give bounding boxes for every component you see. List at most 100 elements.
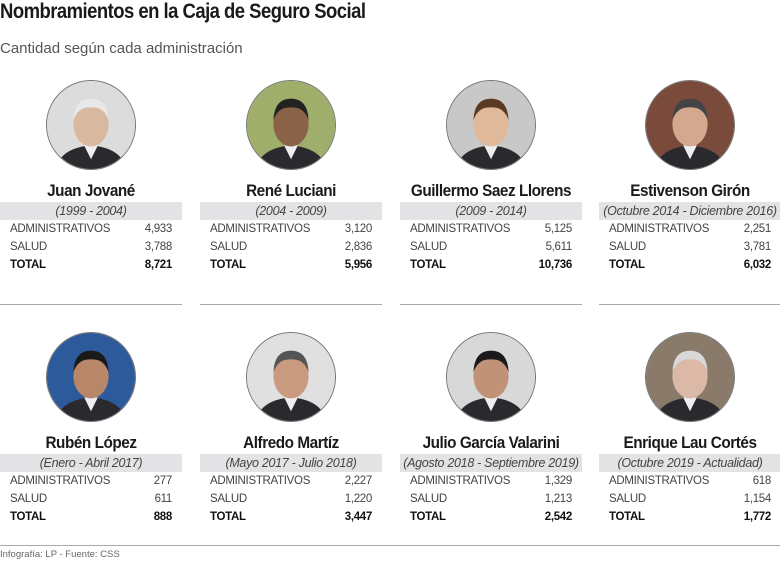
administrator-name: Rubén López [45, 433, 137, 452]
administration-card: Estivenson Girón (Octubre 2014 - Diciemb… [599, 80, 780, 310]
row-label: SALUD [210, 241, 247, 253]
portrait-photo [645, 332, 735, 422]
row-total: TOTAL 6,032 [609, 259, 771, 271]
row-label: ADMINISTRATIVOS [410, 223, 511, 235]
row-label: ADMINISTRATIVOS [210, 223, 311, 235]
row-label: SALUD [609, 493, 646, 505]
administration-card: René Luciani (2004 - 2009) ADMINISTRATIV… [200, 80, 382, 310]
row-value: 4,933 [144, 223, 173, 235]
portrait-photo [446, 332, 536, 422]
row-total: TOTAL 3,447 [210, 511, 372, 523]
administration-period: (Octubre 2014 - Diciembre 2016) [599, 202, 780, 220]
row-salud: SALUD 1,154 [609, 493, 771, 505]
row-administrativos: ADMINISTRATIVOS 618 [609, 475, 771, 487]
administration-card: Julio García Valarini (Agosto 2018 - Sep… [400, 332, 582, 562]
administration-period: (2004 - 2009) [200, 202, 382, 220]
row-label: ADMINISTRATIVOS [210, 475, 311, 487]
row-value: 1,154 [743, 493, 772, 505]
administrator-name: Estivenson Girón [630, 181, 750, 200]
row-label: SALUD [10, 493, 47, 505]
row-label: TOTAL [609, 511, 645, 523]
row-administrativos: ADMINISTRATIVOS 277 [10, 475, 172, 487]
administration-period: (Agosto 2018 - Septiembre 2019) [400, 454, 582, 472]
row-value: 1,213 [544, 493, 573, 505]
row-value: 2,251 [743, 223, 772, 235]
row-value: 3,120 [344, 223, 373, 235]
section-divider [200, 304, 382, 305]
administration-card: Guillermo Saez Llorens (2009 - 2014) ADM… [400, 80, 582, 310]
administration-period: (1999 - 2004) [0, 202, 182, 220]
row-label: TOTAL [410, 511, 446, 523]
row-value: 888 [153, 511, 173, 523]
administrator-name: René Luciani [246, 181, 336, 200]
row-value: 6,032 [743, 259, 772, 271]
row-salud: SALUD 1,220 [210, 493, 372, 505]
row-label: SALUD [410, 493, 447, 505]
row-value: 8,721 [144, 259, 173, 271]
footer-credit: Infografía: LP - Fuente: CSS [0, 549, 120, 560]
administrator-name: Juan Jované [47, 181, 135, 200]
row-label: SALUD [410, 241, 447, 253]
row-total: TOTAL 2,542 [410, 511, 572, 523]
portrait-photo [46, 332, 136, 422]
row-salud: SALUD 611 [10, 493, 172, 505]
administrator-name: Guillermo Saez Llorens [410, 181, 572, 200]
row-value: 5,956 [344, 259, 373, 271]
row-label: ADMINISTRATIVOS [10, 223, 111, 235]
row-administrativos: ADMINISTRATIVOS 2,251 [609, 223, 771, 235]
row-administrativos: ADMINISTRATIVOS 5,125 [410, 223, 572, 235]
administration-card: Alfredo Martíz (Mayo 2017 - Julio 2018) … [200, 332, 382, 562]
administration-card: Rubén López (Enero - Abril 2017) ADMINIS… [0, 332, 182, 562]
row-label: ADMINISTRATIVOS [10, 475, 111, 487]
administrator-name: Enrique Lau Cortés [623, 433, 757, 452]
page-title: Nombramientos en la Caja de Seguro Socia… [0, 0, 366, 23]
administration-card: Juan Jované (1999 - 2004) ADMINISTRATIVO… [0, 80, 182, 310]
row-value: 277 [153, 475, 173, 487]
row-administrativos: ADMINISTRATIVOS 4,933 [10, 223, 172, 235]
row-administrativos: ADMINISTRATIVOS 1,329 [410, 475, 572, 487]
row-value: 5,611 [545, 241, 573, 253]
row-value: 1,220 [344, 493, 373, 505]
footer-divider [0, 545, 780, 546]
administration-period: (Octubre 2019 - Actualidad) [599, 454, 780, 472]
administrator-name: Alfredo Martíz [243, 433, 339, 452]
row-label: ADMINISTRATIVOS [410, 475, 511, 487]
row-value: 618 [752, 475, 772, 487]
portrait-photo [446, 80, 536, 170]
row-value: 2,836 [344, 241, 373, 253]
row-value: 1,329 [544, 475, 573, 487]
row-label: TOTAL [410, 259, 446, 271]
row-label: SALUD [10, 241, 47, 253]
section-divider [400, 304, 582, 305]
row-total: TOTAL 8,721 [10, 259, 172, 271]
portrait-photo [46, 80, 136, 170]
row-label: TOTAL [210, 511, 246, 523]
row-salud: SALUD 2,836 [210, 241, 372, 253]
row-salud: SALUD 1,213 [410, 493, 572, 505]
row-salud: SALUD 3,781 [609, 241, 771, 253]
row-salud: SALUD 3,788 [10, 241, 172, 253]
row-label: SALUD [210, 493, 247, 505]
row-administrativos: ADMINISTRATIVOS 2,227 [210, 475, 372, 487]
row-value: 3,781 [743, 241, 772, 253]
row-value: 611 [154, 493, 173, 505]
row-value: 3,447 [344, 511, 373, 523]
section-divider [599, 304, 780, 305]
administration-period: (2009 - 2014) [400, 202, 582, 220]
row-label: SALUD [609, 241, 646, 253]
row-value: 10,736 [538, 259, 573, 271]
administration-period: (Enero - Abril 2017) [0, 454, 182, 472]
row-administrativos: ADMINISTRATIVOS 3,120 [210, 223, 372, 235]
portrait-photo [246, 332, 336, 422]
section-divider [0, 304, 182, 305]
page-subtitle: Cantidad según cada administración [0, 40, 243, 57]
row-label: TOTAL [10, 259, 46, 271]
row-value: 5,125 [544, 223, 573, 235]
row-salud: SALUD 5,611 [410, 241, 572, 253]
portrait-photo [645, 80, 735, 170]
row-total: TOTAL 1,772 [609, 511, 771, 523]
administration-period: (Mayo 2017 - Julio 2018) [200, 454, 382, 472]
row-value: 3,788 [144, 241, 173, 253]
row-label: TOTAL [210, 259, 246, 271]
row-label: TOTAL [10, 511, 46, 523]
